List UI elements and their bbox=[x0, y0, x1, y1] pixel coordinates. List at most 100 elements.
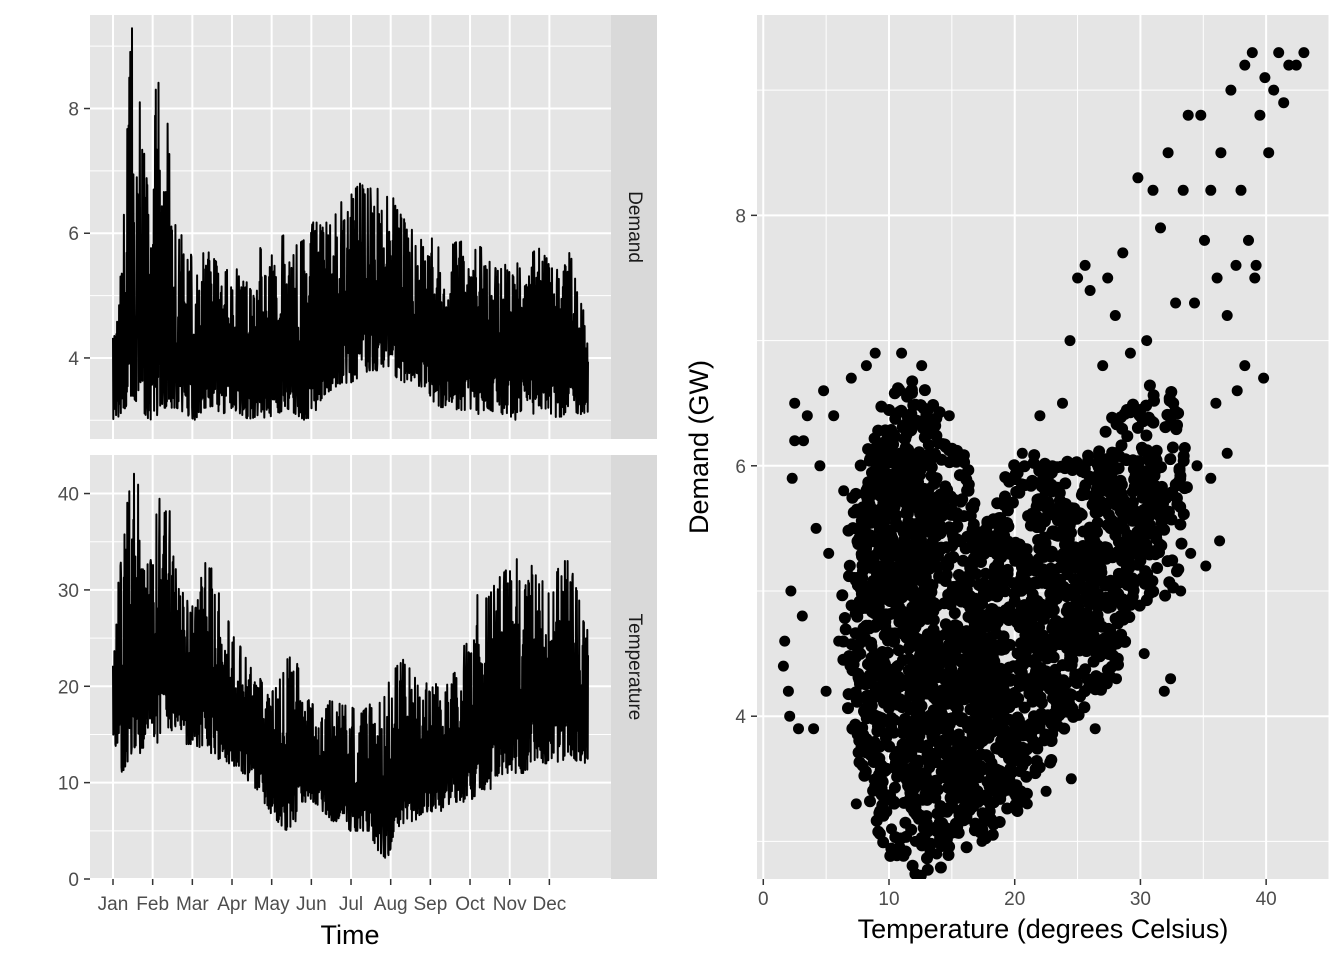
scatter-point bbox=[1016, 447, 1028, 459]
scatter-point bbox=[944, 598, 957, 611]
scatter-point bbox=[985, 813, 997, 826]
scatter-point bbox=[956, 803, 969, 816]
scatter-point bbox=[883, 542, 896, 555]
scatter-point bbox=[968, 718, 980, 731]
scatter-point bbox=[861, 594, 874, 607]
scatter-point bbox=[798, 435, 809, 447]
scatter-x-tick-label: 40 bbox=[1256, 889, 1277, 910]
scatter-point bbox=[944, 769, 957, 782]
scatter-point bbox=[1073, 644, 1086, 657]
scatter-point bbox=[1155, 222, 1166, 234]
scatter-point bbox=[823, 547, 835, 559]
scatter-point bbox=[916, 360, 928, 372]
scatter-point bbox=[960, 771, 973, 784]
scatter-point bbox=[941, 483, 954, 496]
scatter-point bbox=[866, 672, 879, 685]
scatter-x-tick-label: 0 bbox=[758, 889, 769, 910]
scatter-point bbox=[901, 577, 914, 590]
scatter-point bbox=[1131, 455, 1144, 468]
scatter-point bbox=[972, 578, 985, 591]
scatter-point bbox=[1221, 310, 1233, 321]
scatter-point bbox=[1057, 674, 1070, 687]
scatter-point bbox=[931, 848, 943, 860]
scatter-point bbox=[1065, 630, 1078, 643]
scatter-point bbox=[879, 684, 892, 697]
scatter-point bbox=[899, 845, 912, 858]
scatter-point bbox=[1032, 553, 1045, 566]
scatter-point bbox=[908, 498, 921, 511]
scatter-point bbox=[877, 836, 890, 849]
time-x-tick-label: Apr bbox=[217, 894, 247, 915]
scatter-point bbox=[889, 757, 902, 770]
scatter-point bbox=[983, 780, 996, 793]
scatter-point bbox=[1070, 456, 1083, 469]
scatter-point bbox=[985, 545, 998, 558]
scatter-point bbox=[876, 764, 889, 777]
scatter-point bbox=[846, 491, 859, 504]
scatter-point bbox=[957, 814, 970, 827]
temperature-y-axis: 0 10 20 30 40 bbox=[58, 485, 90, 891]
demand-y-tick-label: 6 bbox=[68, 224, 79, 245]
scatter-point bbox=[1025, 479, 1037, 492]
scatter-point bbox=[1117, 510, 1130, 523]
time-x-tick-label: Aug bbox=[374, 894, 408, 915]
scatter-point bbox=[1062, 583, 1075, 596]
scatter-point bbox=[934, 861, 947, 874]
scatter-point bbox=[1254, 109, 1266, 121]
scatter-point bbox=[920, 595, 933, 608]
scatter-point bbox=[818, 385, 830, 397]
scatter-point bbox=[1011, 674, 1024, 687]
scatter-point bbox=[810, 522, 822, 534]
scatter-point bbox=[1059, 477, 1072, 490]
scatter-point bbox=[852, 523, 865, 536]
scatter-x-tick-label: 10 bbox=[878, 889, 899, 910]
scatter-point bbox=[911, 638, 924, 651]
scatter-point bbox=[1064, 335, 1076, 347]
scatter-point bbox=[1189, 297, 1200, 309]
scatter-point bbox=[1018, 542, 1030, 555]
scatter-point bbox=[913, 768, 926, 781]
scatter-point bbox=[879, 620, 892, 633]
scatter-point bbox=[935, 453, 948, 466]
scatter-point bbox=[1155, 517, 1168, 530]
temperature-facet-panel: Temperature 0 10 20 30 40 Jan Feb Mar Apr May Jun… bbox=[58, 455, 657, 915]
demand-y-tick-label: 8 bbox=[68, 100, 79, 121]
scatter-point bbox=[879, 424, 892, 437]
scatter-point bbox=[866, 466, 878, 479]
scatter-point bbox=[1113, 478, 1126, 490]
scatter-point bbox=[1120, 561, 1133, 574]
scatter-point bbox=[843, 650, 856, 663]
scatter-point bbox=[1246, 47, 1258, 59]
scatter-point bbox=[1165, 386, 1178, 398]
scatter-point bbox=[1070, 597, 1082, 610]
scatter-point bbox=[920, 687, 933, 700]
scatter-point bbox=[862, 689, 875, 702]
scatter-point bbox=[801, 410, 813, 422]
temperature-strip bbox=[611, 455, 657, 879]
scatter-point bbox=[1094, 677, 1107, 690]
time-axis-title: Time bbox=[321, 920, 380, 950]
temperature-line bbox=[112, 472, 589, 859]
scatter-point bbox=[1031, 576, 1044, 589]
scatter-point bbox=[992, 673, 1005, 686]
scatter-point bbox=[1147, 585, 1160, 598]
scatter-point bbox=[966, 728, 979, 741]
scatter-point bbox=[959, 692, 972, 705]
scatter-point bbox=[1008, 459, 1021, 472]
scatter-point bbox=[1094, 563, 1107, 576]
scatter-point bbox=[1049, 695, 1062, 708]
scatter-point bbox=[1133, 599, 1146, 612]
scatter-point bbox=[1001, 802, 1014, 815]
scatter-point bbox=[1088, 474, 1101, 487]
scatter-point bbox=[864, 703, 877, 716]
scatter-point bbox=[906, 387, 918, 399]
scatter-point bbox=[1081, 673, 1094, 686]
scatter-point bbox=[869, 347, 881, 359]
scatter-point bbox=[1099, 547, 1112, 560]
scatter-point bbox=[793, 723, 804, 735]
scatter-point bbox=[1290, 59, 1302, 71]
scatter-x-axis: 0 10 20 30 40 bbox=[758, 879, 1277, 910]
scatter-point bbox=[1059, 462, 1071, 475]
scatter-point bbox=[926, 747, 939, 760]
scatter-point bbox=[998, 642, 1011, 655]
